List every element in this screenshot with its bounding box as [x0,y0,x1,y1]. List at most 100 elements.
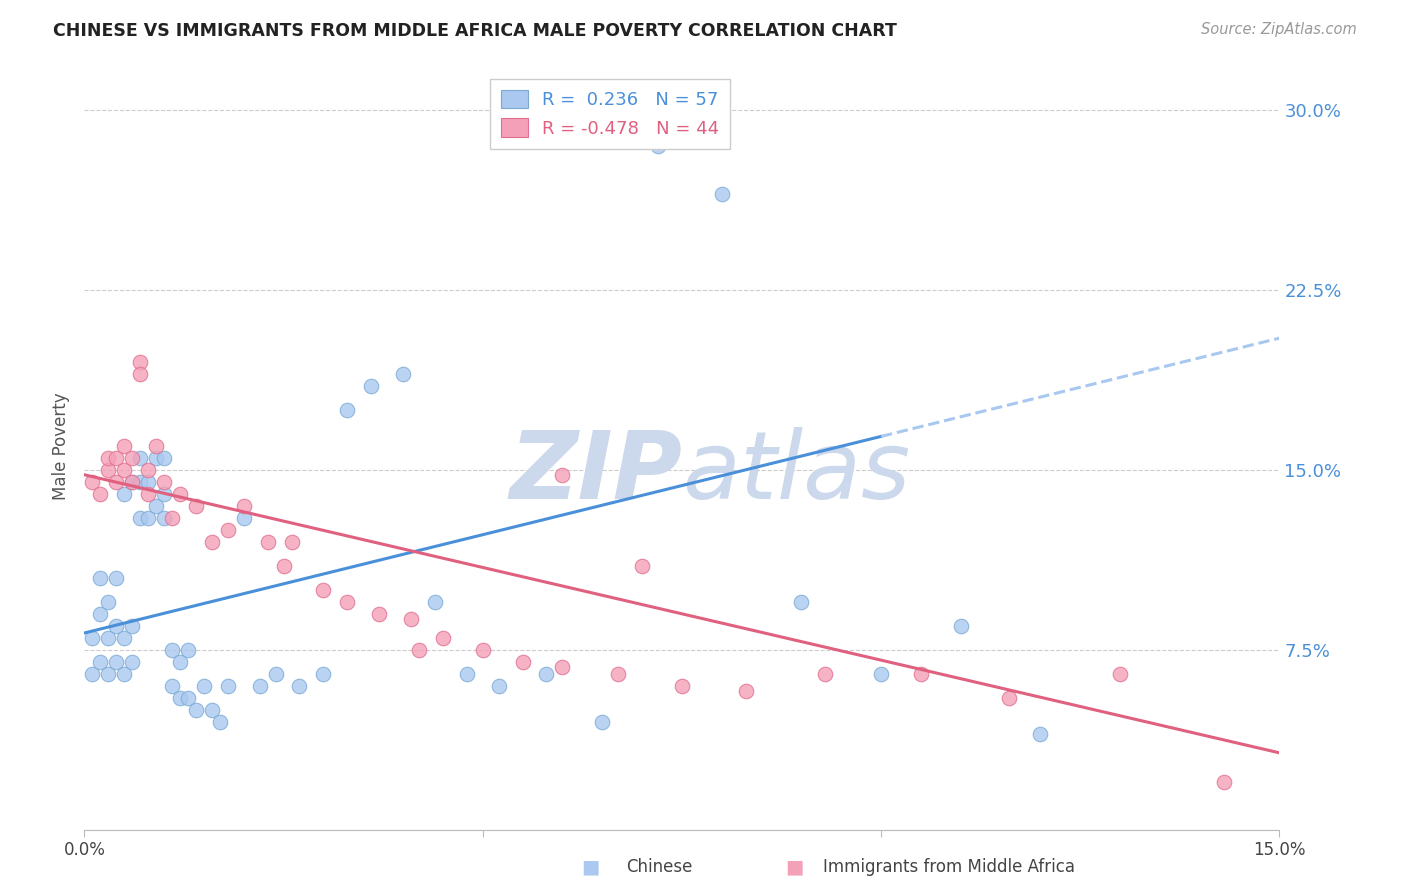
Point [790,595,813,609]
Point [232,511,254,525]
Text: ■: ■ [785,857,804,877]
Point [89,655,111,669]
Point [145,439,167,453]
Point [112,666,135,681]
Point [280,535,302,549]
Point [177,642,200,657]
Point [121,475,143,489]
Point [591,714,613,729]
Point [129,475,152,489]
Point [112,463,135,477]
Point [112,487,135,501]
Point [273,558,295,573]
Point [217,679,239,693]
Point [184,499,207,513]
Point [193,679,215,693]
Point [201,703,224,717]
Point [129,511,152,525]
Point [160,642,183,657]
Point [336,403,359,417]
Point [105,475,128,489]
Point [105,571,128,585]
Point [105,619,128,633]
Point [1029,726,1052,740]
Point [647,139,669,153]
Point [121,655,143,669]
Point [160,511,183,525]
Point [336,595,359,609]
Text: ■: ■ [581,857,600,877]
Point [536,666,558,681]
Point [169,655,191,669]
Point [408,642,430,657]
Point [208,714,231,729]
Point [392,367,415,381]
Point [710,187,733,202]
Point [89,607,111,621]
Point [105,655,128,669]
Text: atlas: atlas [682,427,910,518]
Point [153,450,176,465]
Y-axis label: Male Poverty: Male Poverty [52,392,70,500]
Point [112,439,135,453]
Point [512,655,534,669]
Point [121,619,143,633]
Point [997,690,1019,705]
Point [169,487,191,501]
Point [121,450,143,465]
Point [734,683,756,698]
Point [112,631,135,645]
Text: ZIP: ZIP [509,427,682,519]
Point [97,450,120,465]
Point [136,487,159,501]
Point [105,450,128,465]
Point [121,475,143,489]
Point [249,679,271,693]
Text: Chinese: Chinese [626,858,692,876]
Point [201,535,224,549]
Point [631,558,654,573]
Point [456,666,478,681]
Text: Source: ZipAtlas.com: Source: ZipAtlas.com [1201,22,1357,37]
Point [97,595,120,609]
Point [129,450,152,465]
Point [551,467,574,482]
Point [949,619,972,633]
Text: Immigrants from Middle Africa: Immigrants from Middle Africa [823,858,1074,876]
Point [1212,774,1234,789]
Point [432,631,454,645]
Point [97,666,120,681]
Point [360,379,382,393]
Point [368,607,391,621]
Point [153,487,176,501]
Point [82,631,104,645]
Point [169,690,191,705]
Point [488,679,510,693]
Point [145,499,167,513]
Point [153,475,176,489]
Point [551,659,574,673]
Point [136,463,159,477]
Point [471,642,494,657]
Point [870,666,893,681]
Point [256,535,278,549]
Point [136,475,159,489]
Point [671,679,693,693]
Point [145,450,167,465]
Legend: R =  0.236   N = 57, R = -0.478   N = 44: R = 0.236 N = 57, R = -0.478 N = 44 [491,79,730,149]
Point [423,595,446,609]
Point [129,355,152,369]
Point [82,475,104,489]
Point [399,612,422,626]
Point [814,666,837,681]
Text: CHINESE VS IMMIGRANTS FROM MIDDLE AFRICA MALE POVERTY CORRELATION CHART: CHINESE VS IMMIGRANTS FROM MIDDLE AFRICA… [53,22,897,40]
Point [129,367,152,381]
Point [312,666,335,681]
Point [89,487,111,501]
Point [910,666,932,681]
Point [89,571,111,585]
Point [264,666,287,681]
Point [312,582,335,597]
Point [232,499,254,513]
Point [217,523,239,537]
